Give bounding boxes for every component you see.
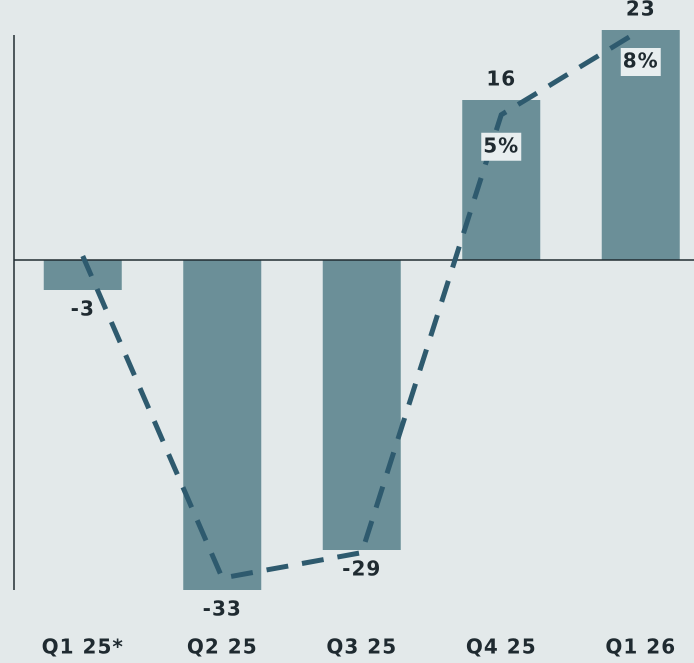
data-label: 8% xyxy=(623,49,659,73)
bar xyxy=(462,100,541,260)
x-tick-label: Q4 25 xyxy=(466,635,537,659)
data-label: 5% xyxy=(483,133,519,157)
data-label: 16 xyxy=(486,67,516,91)
x-tick-label: Q1 26 xyxy=(605,635,676,659)
label-box xyxy=(620,48,661,76)
data-label: -29 xyxy=(342,557,381,581)
bar xyxy=(43,260,122,290)
data-label: -3 xyxy=(71,297,95,321)
bar xyxy=(183,260,262,590)
data-label: 23 xyxy=(626,0,656,21)
line xyxy=(80,27,643,581)
x-tick-label: Q2 25 xyxy=(187,635,258,659)
x-tick-label: Q3 25 xyxy=(326,635,397,659)
x-tick-label: Q1 25* xyxy=(42,635,124,659)
bar xyxy=(322,260,401,550)
data-label: -33 xyxy=(203,597,242,621)
label-box xyxy=(481,132,522,161)
